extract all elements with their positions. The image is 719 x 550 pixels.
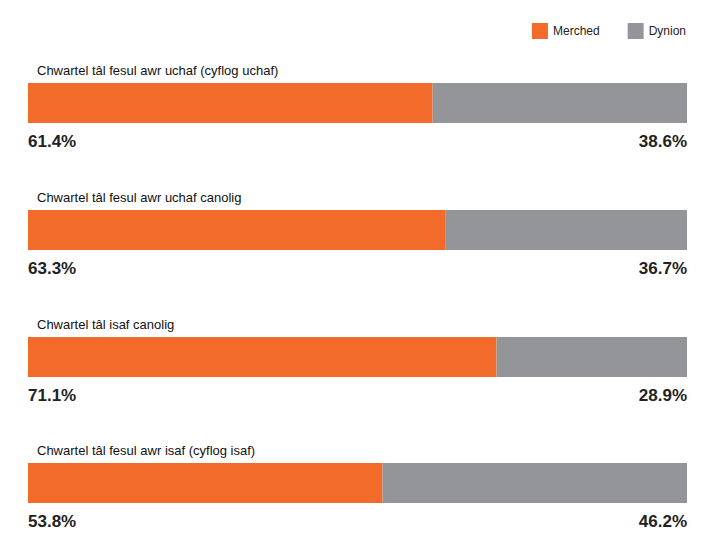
- svg-text:61.4%: 61.4%: [28, 132, 76, 151]
- svg-text:Chwartel tâl fesul awr uchaf c: Chwartel tâl fesul awr uchaf canolig: [37, 190, 242, 205]
- svg-text:Chwartel tâl fesul awr isaf (c: Chwartel tâl fesul awr isaf (cyflog isaf…: [37, 443, 255, 458]
- svg-text:71.1%: 71.1%: [28, 386, 76, 405]
- svg-text:46.2%: 46.2%: [639, 512, 687, 531]
- svg-text:28.9%: 28.9%: [639, 386, 687, 405]
- svg-text:Chwartel tâl isaf canolig: Chwartel tâl isaf canolig: [37, 317, 174, 332]
- svg-text:53.8%: 53.8%: [28, 512, 76, 531]
- svg-text:Dynion: Dynion: [649, 24, 686, 38]
- svg-text:Chwartel tâl fesul awr uchaf (: Chwartel tâl fesul awr uchaf (cyflog uch…: [37, 63, 278, 78]
- svg-text:63.3%: 63.3%: [28, 259, 76, 278]
- svg-text:36.7%: 36.7%: [639, 259, 687, 278]
- svg-text:38.6%: 38.6%: [639, 132, 687, 151]
- svg-text:Merched: Merched: [553, 24, 600, 38]
